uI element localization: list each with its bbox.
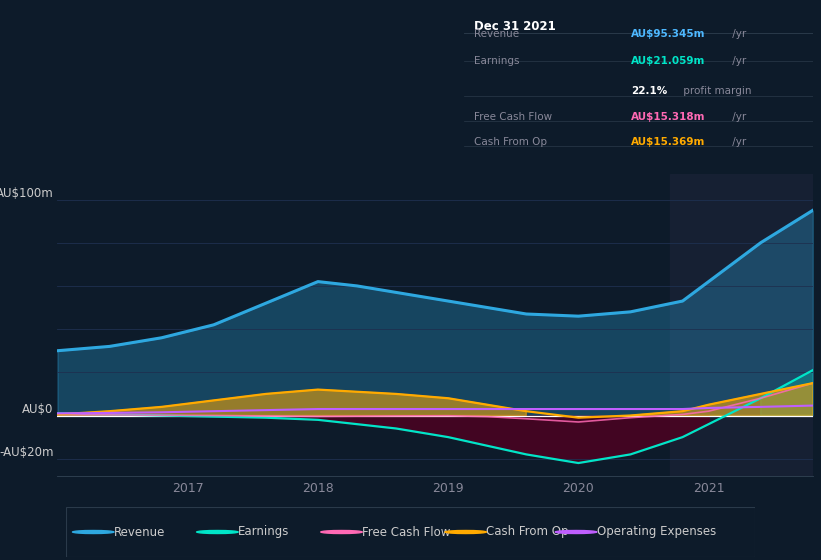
Text: AU$15.369m: AU$15.369m — [631, 137, 706, 147]
Text: Operating Expenses: Operating Expenses — [597, 525, 716, 539]
Text: AU$15.318m: AU$15.318m — [631, 112, 706, 122]
Circle shape — [72, 530, 114, 534]
Text: Cash From Op: Cash From Op — [486, 525, 569, 539]
Text: AU$21.059m: AU$21.059m — [631, 56, 706, 66]
Text: profit margin: profit margin — [680, 86, 752, 96]
Text: Earnings: Earnings — [238, 525, 290, 539]
Circle shape — [445, 530, 486, 534]
Circle shape — [555, 530, 597, 534]
Text: AU$0: AU$0 — [22, 403, 53, 416]
Text: Revenue: Revenue — [114, 525, 165, 539]
Text: AU$95.345m: AU$95.345m — [631, 29, 706, 39]
Text: /yr: /yr — [729, 56, 746, 66]
Circle shape — [321, 530, 362, 534]
Bar — [670, 174, 821, 476]
Circle shape — [197, 530, 238, 534]
FancyBboxPatch shape — [66, 507, 755, 557]
Text: /yr: /yr — [729, 29, 746, 39]
Text: Free Cash Flow: Free Cash Flow — [362, 525, 451, 539]
Text: Earnings: Earnings — [475, 56, 520, 66]
Text: /yr: /yr — [729, 137, 746, 147]
Text: Free Cash Flow: Free Cash Flow — [475, 112, 553, 122]
Text: Dec 31 2021: Dec 31 2021 — [475, 20, 556, 33]
Text: -AU$20m: -AU$20m — [0, 446, 53, 459]
Text: AU$100m: AU$100m — [0, 186, 53, 199]
Text: Cash From Op: Cash From Op — [475, 137, 548, 147]
Text: Revenue: Revenue — [475, 29, 520, 39]
Text: 22.1%: 22.1% — [631, 86, 667, 96]
Text: /yr: /yr — [729, 112, 746, 122]
